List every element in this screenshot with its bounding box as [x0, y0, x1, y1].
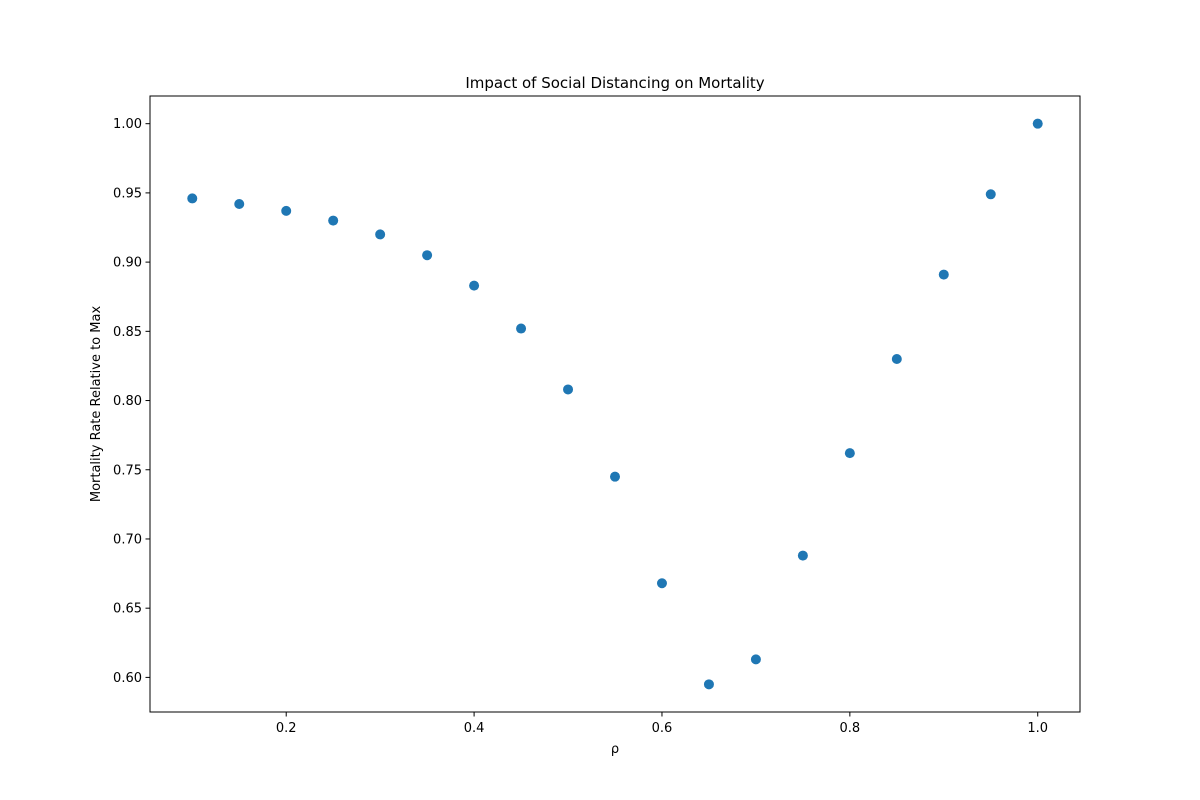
- data-point: [422, 250, 433, 261]
- y-tick-label: 0.80: [113, 394, 142, 409]
- ticks-layer: 0.2 0.4 0.6 0.8 1.0 0.60 0.65 0.70 0.75 0.80 0.85 0…: [113, 117, 1048, 736]
- data-point: [891, 354, 902, 365]
- x-tick-label: 0.6: [652, 721, 673, 736]
- data-point: [797, 550, 808, 561]
- data-point: [328, 215, 339, 226]
- data-point: [563, 384, 574, 395]
- x-axis-label: ρ: [611, 742, 619, 757]
- data-point: [750, 654, 761, 665]
- y-tick-label: 0.85: [113, 325, 142, 340]
- y-axis-label: Mortality Rate Relative to Max: [89, 306, 104, 503]
- data-point: [938, 269, 949, 280]
- data-point: [516, 323, 527, 334]
- y-tick-label: 0.65: [113, 602, 142, 617]
- data-point: [234, 198, 245, 209]
- y-tick-label: 0.90: [113, 256, 142, 271]
- x-tick-label: 0.8: [840, 721, 861, 736]
- x-tick-label: 0.4: [464, 721, 485, 736]
- plot-frame: [149, 95, 1081, 713]
- y-tick-label: 0.60: [113, 671, 142, 686]
- x-tick-label: 1.0: [1027, 721, 1048, 736]
- data-point: [656, 578, 667, 589]
- data-point: [610, 471, 620, 482]
- x-tick-label: 0.2: [276, 721, 297, 736]
- y-tick-label: 0.75: [113, 463, 142, 478]
- y-tick-label: 0.70: [113, 532, 142, 547]
- data-point: [844, 448, 855, 459]
- y-tick-label: 0.95: [113, 186, 142, 201]
- data-point: [469, 280, 480, 291]
- points-layer: [187, 118, 1043, 690]
- y-tick-label: 1.00: [113, 117, 142, 132]
- data-point: [1032, 118, 1043, 129]
- data-point: [985, 189, 996, 200]
- data-point: [187, 193, 198, 204]
- chart-title: Impact of Social Distancing on Mortality: [465, 74, 764, 92]
- data-point: [375, 229, 386, 240]
- data-point: [281, 205, 292, 216]
- data-point: [703, 679, 714, 690]
